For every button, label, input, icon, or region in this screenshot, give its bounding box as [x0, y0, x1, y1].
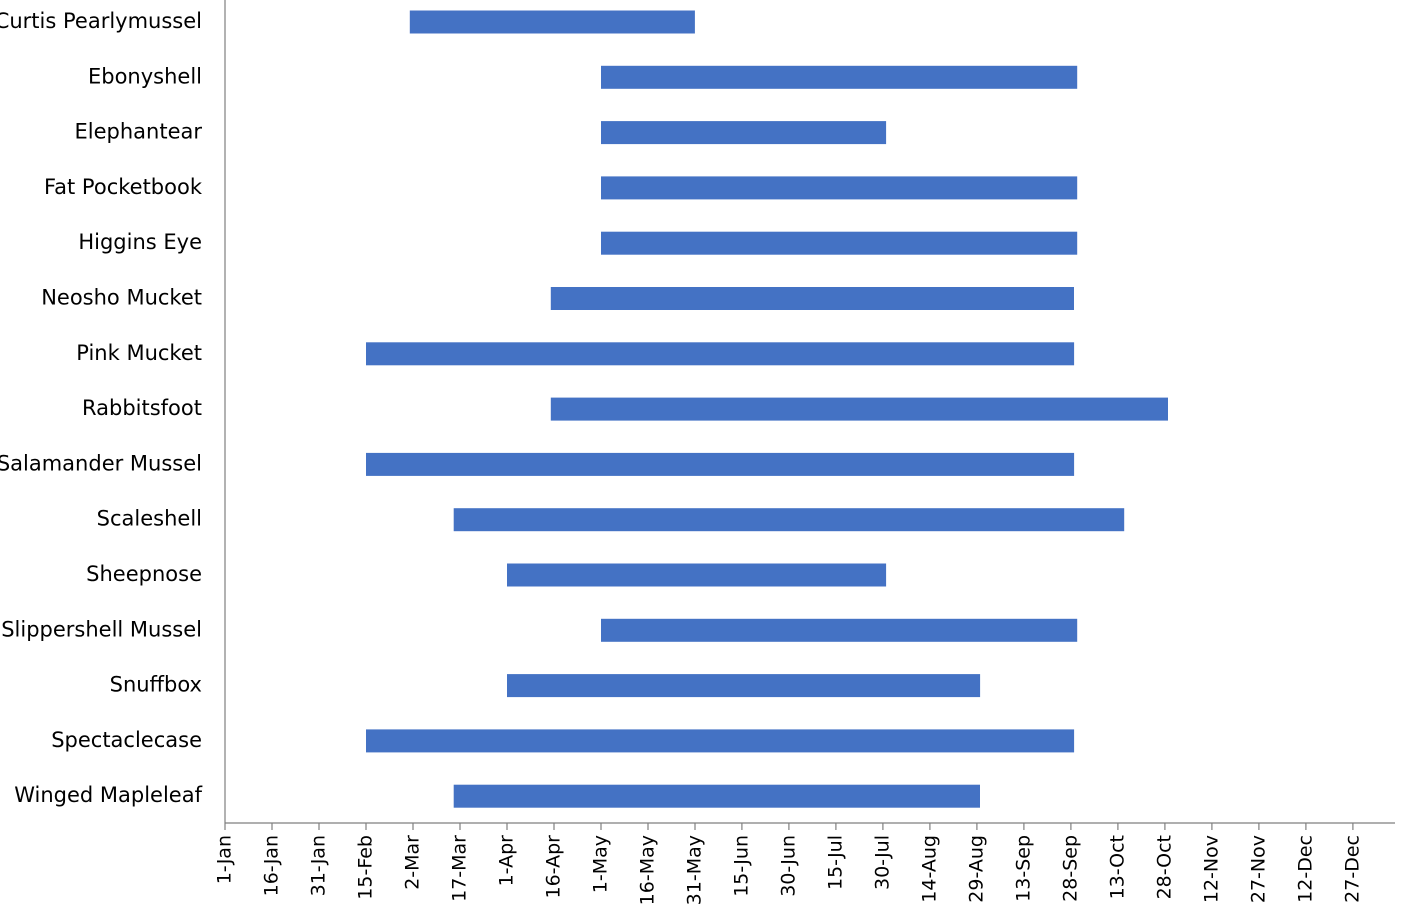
category-label: Winged Mapleleaf [14, 783, 202, 807]
range-bar [366, 452, 1075, 476]
range-bar [550, 397, 1168, 421]
x-tick-label: 12-Dec [1294, 835, 1316, 903]
x-ticks: 1-Jan 16-Jan 31-Jan 15-Feb 2-Mar 17-Mar 1-Apr 1… [214, 823, 1363, 905]
category-label: Scaleshell [97, 507, 202, 531]
x-tick-label: 28-Oct [1153, 835, 1175, 899]
x-tick-label: 31-Jan [308, 835, 330, 896]
category-label: Spectaclecase [51, 728, 202, 752]
x-tick-label: 27-Nov [1247, 835, 1269, 903]
category-label: Rabbitsfoot [82, 396, 202, 420]
x-tick-label: 31-May [684, 835, 706, 905]
range-bar [601, 231, 1078, 255]
x-tick-label: 13-Oct [1106, 835, 1128, 899]
x-tick-label: 1-Apr [496, 835, 518, 887]
range-bar [453, 508, 1125, 532]
range-bar [601, 176, 1078, 200]
bars-group [366, 10, 1168, 808]
x-tick-label: 15-Jun [730, 835, 752, 897]
range-bar [453, 784, 980, 808]
x-tick-label: 28-Sep [1059, 835, 1081, 902]
x-tick-label: 15-Feb [355, 835, 377, 900]
range-bar [550, 287, 1074, 310]
category-label: Slippershell Mussel [1, 617, 202, 641]
range-bar [366, 342, 1075, 366]
category-label: Elephantear [75, 120, 203, 144]
range-bar [601, 618, 1078, 642]
range-bar [601, 65, 1078, 89]
x-tick-label: 15-Jul [824, 835, 846, 890]
x-tick-label: 12-Nov [1200, 835, 1222, 903]
range-bar [601, 121, 887, 145]
category-label: Higgins Eye [78, 230, 202, 254]
x-tick-label: 1-Jan [214, 835, 236, 884]
category-label: Salamander Mussel [0, 451, 202, 475]
x-tick-label: 29-Aug [965, 835, 987, 903]
x-tick-label: 27-Dec [1341, 835, 1363, 903]
category-labels: Curtis Pearlymussel Ebonyshell Elephantear… [0, 9, 203, 807]
category-label: Ebonyshell [88, 64, 202, 88]
category-label: Fat Pocketbook [44, 175, 203, 199]
x-tick-label: 1-May [590, 835, 612, 893]
x-tick-label: 16-Apr [543, 835, 565, 899]
axes [224, 0, 1395, 824]
x-tick-label: 30-Jul [871, 835, 893, 890]
range-bar [507, 674, 981, 698]
category-label: Curtis Pearlymussel [0, 9, 202, 33]
x-tick-label: 13-Sep [1012, 835, 1034, 902]
range-bar [366, 729, 1075, 753]
category-label: Snuffbox [110, 673, 202, 697]
range-bar [409, 10, 695, 34]
range-bar [507, 563, 887, 587]
category-label: Neosho Mucket [41, 286, 202, 310]
x-tick-label: 14-Aug [918, 835, 940, 903]
category-label: Sheepnose [86, 562, 202, 586]
x-tick-label: 16-May [637, 835, 659, 905]
category-label: Pink Mucket [76, 341, 202, 365]
x-tick-label: 16-Jan [261, 835, 283, 896]
x-tick-label: 30-Jun [777, 835, 799, 897]
x-tick-label: 17-Mar [449, 835, 471, 902]
x-tick-label: 2-Mar [402, 835, 424, 890]
